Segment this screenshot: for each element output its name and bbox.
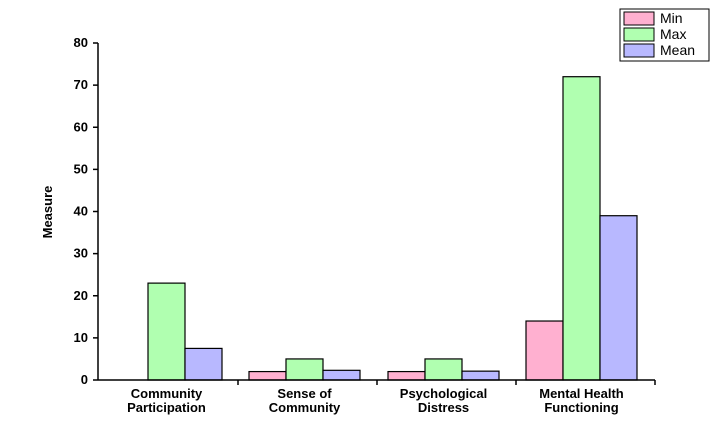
- y-tick-label: 0: [81, 372, 88, 387]
- axes: Measure 01020304050607080CommunityPartic…: [40, 35, 656, 415]
- x-category-label: Psychological: [400, 386, 487, 401]
- y-tick-label: 50: [74, 161, 88, 176]
- y-axis-title: Measure: [40, 186, 55, 239]
- y-tick-label: 40: [74, 204, 88, 219]
- x-category-label: Distress: [418, 400, 469, 415]
- bar-max-2: [424, 358, 463, 381]
- y-tick-label: 80: [74, 35, 88, 50]
- plot-area: [147, 76, 638, 381]
- bar-min-1: [248, 370, 287, 381]
- legend-swatch-mean: [623, 43, 655, 58]
- y-tick-label: 20: [74, 288, 88, 303]
- y-tick-label: 10: [74, 330, 88, 345]
- bar-max-1: [285, 358, 324, 381]
- x-category-label: Sense of: [277, 386, 332, 401]
- bar-min-3: [525, 320, 564, 381]
- legend-label-min: Min: [660, 10, 683, 26]
- bar-max-3: [562, 76, 601, 381]
- legend-label-max: Max: [660, 26, 686, 42]
- legend-swatch-max: [623, 27, 655, 42]
- legend-swatch-min: [623, 11, 655, 26]
- bar-mean-2: [461, 370, 500, 381]
- x-category-label: Mental Health: [539, 386, 624, 401]
- x-category-label: Participation: [127, 400, 206, 415]
- bar-max-0: [147, 282, 186, 381]
- x-category-label: Community: [269, 400, 341, 415]
- bar-mean-1: [322, 369, 361, 381]
- x-category-label: Community: [131, 386, 203, 401]
- x-category-label: Functioning: [544, 400, 618, 415]
- legend-label-mean: Mean: [660, 42, 695, 58]
- bar-min-2: [387, 370, 426, 381]
- bar-mean-3: [599, 215, 638, 381]
- y-tick-label: 70: [74, 77, 88, 92]
- y-tick-label: 60: [74, 119, 88, 134]
- y-tick-label: 30: [74, 246, 88, 261]
- bar-mean-0: [184, 347, 223, 381]
